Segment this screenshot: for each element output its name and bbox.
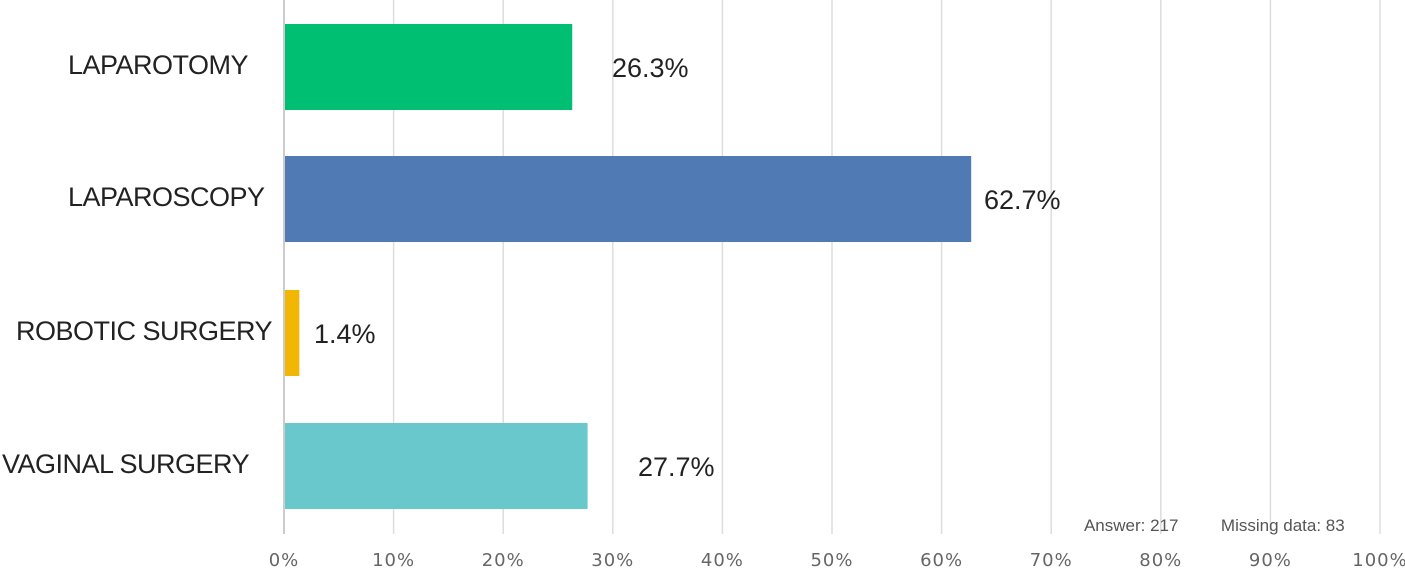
category-label: VAGINAL SURGERY xyxy=(2,449,250,479)
x-tick-label: 40% xyxy=(701,550,744,571)
value-label: 26.3% xyxy=(612,53,689,83)
value-label: 1.4% xyxy=(314,319,376,349)
value-label: 62.7% xyxy=(984,185,1061,215)
answer-count: Answer: 217 xyxy=(1083,516,1179,535)
x-tick-label: 30% xyxy=(591,550,634,571)
x-tick-label: 50% xyxy=(810,550,853,571)
value-label: 27.7% xyxy=(638,452,715,482)
category-label: LAPAROTOMY xyxy=(68,50,249,80)
category-label: ROBOTIC SURGERY xyxy=(16,316,273,346)
x-tick-label: 60% xyxy=(920,550,963,571)
missing-data-count: Missing data: 83 xyxy=(1220,516,1345,535)
bar xyxy=(285,423,588,509)
category-label: LAPAROSCOPY xyxy=(68,182,265,212)
x-tick-label: 70% xyxy=(1030,550,1073,571)
answer-count-note: Answer: 217 xyxy=(1066,496,1179,556)
missing-data-note: Missing data: 83 xyxy=(1202,496,1345,556)
x-tick-label: 10% xyxy=(372,550,415,571)
x-tick-label: 100% xyxy=(1352,550,1405,571)
bar xyxy=(285,156,972,242)
bar xyxy=(285,290,300,376)
bar xyxy=(285,24,573,110)
x-tick-label: 20% xyxy=(482,550,525,571)
x-tick-label: 80% xyxy=(1139,550,1182,571)
x-tick-label: 0% xyxy=(269,550,300,571)
x-tick-label: 90% xyxy=(1249,550,1292,571)
